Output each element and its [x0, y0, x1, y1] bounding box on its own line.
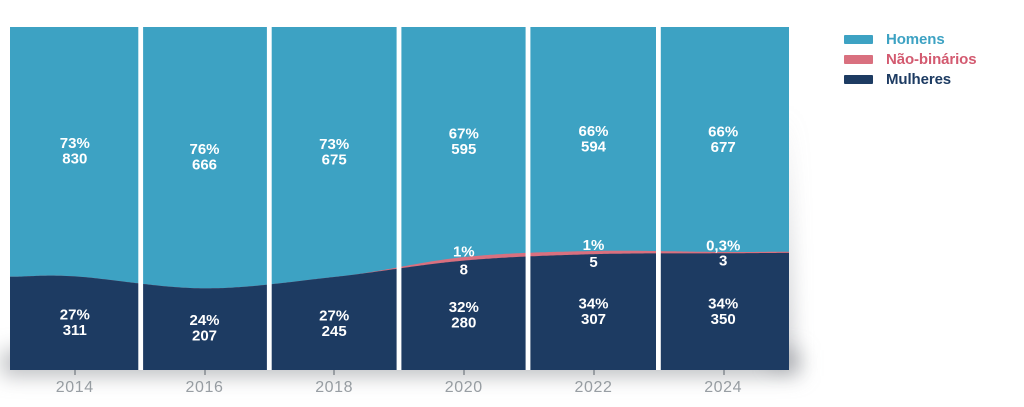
svg-text:76%: 76% — [189, 141, 219, 158]
svg-text:66%: 66% — [708, 123, 738, 140]
svg-text:594: 594 — [581, 138, 607, 155]
svg-text:24%: 24% — [189, 312, 219, 329]
svg-text:8: 8 — [460, 261, 468, 278]
svg-text:1%: 1% — [583, 237, 605, 254]
svg-text:311: 311 — [63, 322, 87, 339]
svg-text:666: 666 — [192, 157, 217, 174]
svg-text:207: 207 — [192, 328, 217, 345]
svg-text:677: 677 — [711, 139, 736, 156]
svg-text:5: 5 — [589, 254, 597, 271]
svg-text:280: 280 — [451, 315, 476, 332]
svg-text:73%: 73% — [319, 136, 349, 153]
svg-text:32%: 32% — [449, 299, 479, 316]
svg-text:830: 830 — [62, 150, 87, 167]
svg-text:675: 675 — [322, 152, 347, 169]
svg-text:73%: 73% — [60, 135, 90, 152]
svg-text:0,3%: 0,3% — [706, 238, 740, 255]
svg-text:1%: 1% — [453, 244, 475, 261]
svg-text:595: 595 — [451, 141, 476, 158]
svg-text:27%: 27% — [319, 307, 349, 324]
svg-text:34%: 34% — [578, 296, 608, 313]
svg-text:350: 350 — [711, 311, 736, 328]
svg-text:245: 245 — [322, 323, 347, 340]
svg-text:34%: 34% — [708, 296, 738, 313]
svg-text:67%: 67% — [449, 126, 479, 143]
svg-text:3: 3 — [719, 253, 727, 270]
svg-text:66%: 66% — [578, 123, 608, 140]
svg-text:307: 307 — [581, 311, 606, 328]
svg-text:27%: 27% — [60, 307, 90, 324]
